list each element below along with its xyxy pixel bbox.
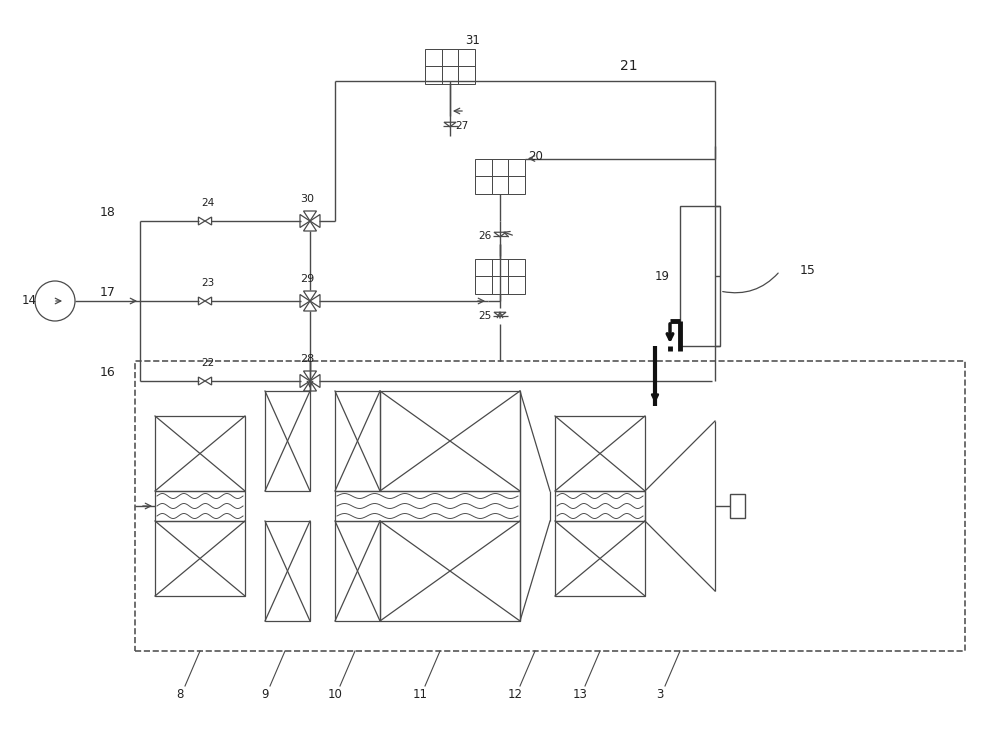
Bar [492, 176, 508, 193]
Text: 9: 9 [261, 688, 269, 700]
Bar [508, 276, 525, 293]
Bar [475, 276, 492, 293]
Bar [155, 521, 245, 596]
Bar [508, 176, 525, 193]
Bar [265, 391, 310, 491]
Bar [555, 521, 645, 596]
Text: 12: 12 [508, 688, 522, 700]
Text: 15: 15 [800, 265, 816, 277]
Bar [335, 491, 520, 521]
Text: 26: 26 [478, 231, 491, 241]
Bar [492, 259, 508, 276]
Bar [155, 416, 245, 491]
Text: 19: 19 [655, 270, 670, 282]
Text: 17: 17 [100, 287, 116, 299]
Bar [135, 361, 965, 651]
Bar [555, 416, 645, 491]
Bar [508, 159, 525, 176]
Bar [475, 259, 492, 276]
Bar [475, 176, 492, 193]
Bar [475, 159, 492, 176]
Text: 11: 11 [413, 688, 428, 700]
Bar [555, 491, 645, 521]
Bar [492, 159, 508, 176]
Bar [730, 494, 745, 518]
Bar [680, 206, 720, 346]
Bar [335, 521, 380, 621]
Text: 8: 8 [176, 688, 184, 700]
Bar [155, 491, 245, 521]
Text: 22: 22 [201, 358, 214, 368]
Bar [265, 521, 310, 621]
Bar [442, 66, 458, 84]
Text: 23: 23 [201, 278, 214, 288]
Bar [442, 48, 458, 66]
Text: 31: 31 [465, 35, 480, 47]
Bar [380, 391, 520, 491]
Text: 27: 27 [455, 121, 468, 131]
Text: 3: 3 [656, 688, 664, 700]
Text: 18: 18 [100, 207, 116, 219]
Bar [458, 48, 475, 66]
Text: 30: 30 [300, 194, 314, 204]
Text: 25: 25 [478, 311, 491, 321]
Bar [425, 48, 442, 66]
Bar [380, 521, 520, 621]
Bar [335, 391, 380, 491]
Text: 29: 29 [300, 274, 314, 284]
Bar [508, 259, 525, 276]
Bar [458, 66, 475, 84]
Text: 20: 20 [528, 150, 543, 162]
Text: 28: 28 [300, 354, 314, 364]
Bar [492, 276, 508, 293]
Text: 16: 16 [100, 367, 116, 379]
Bar [425, 66, 442, 84]
Text: 21: 21 [620, 59, 638, 73]
Text: 10: 10 [328, 688, 342, 700]
Text: 24: 24 [201, 198, 214, 208]
Text: 14: 14 [22, 294, 37, 308]
Text: 13: 13 [573, 688, 587, 700]
